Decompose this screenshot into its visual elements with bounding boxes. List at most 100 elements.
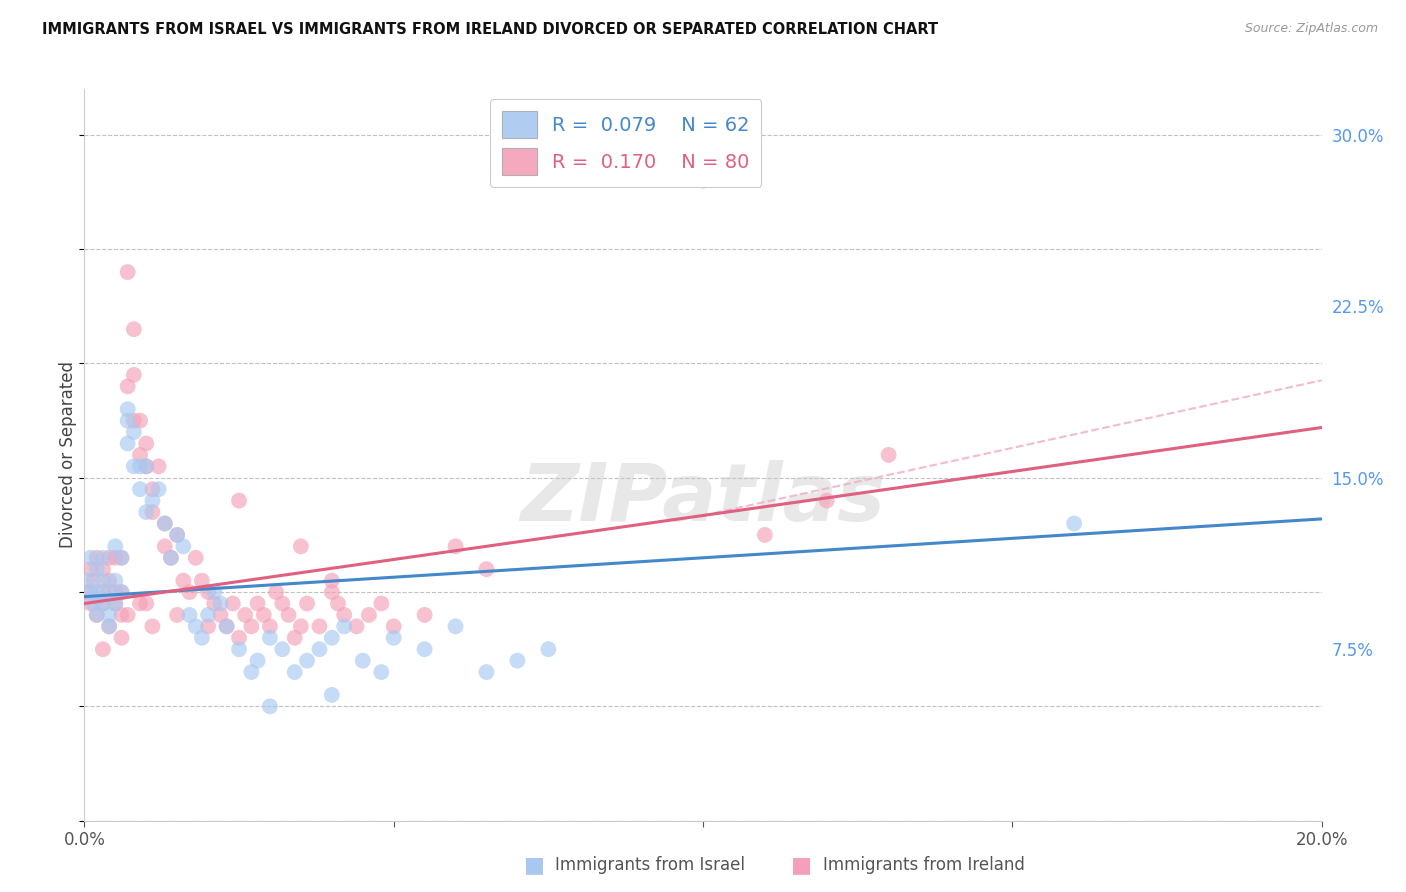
Point bbox=[104, 574, 127, 588]
Point bbox=[117, 414, 139, 428]
Legend: R =  0.079    N = 62, R =  0.170    N = 80: R = 0.079 N = 62, R = 0.170 N = 80 bbox=[491, 99, 762, 187]
Point bbox=[215, 619, 238, 633]
Point bbox=[444, 619, 467, 633]
Point bbox=[290, 539, 312, 553]
Point bbox=[141, 482, 163, 496]
Point bbox=[202, 597, 225, 611]
Point bbox=[104, 585, 127, 599]
Point bbox=[197, 619, 219, 633]
Point bbox=[135, 505, 157, 519]
Point bbox=[91, 585, 114, 599]
Point bbox=[475, 562, 498, 576]
Point bbox=[98, 585, 121, 599]
Point bbox=[444, 539, 467, 553]
Point bbox=[135, 459, 157, 474]
Point bbox=[148, 482, 170, 496]
Point bbox=[129, 482, 152, 496]
Point bbox=[104, 550, 127, 565]
Point bbox=[104, 597, 127, 611]
Point bbox=[122, 322, 145, 336]
Point bbox=[135, 459, 157, 474]
Text: ZIPatlas: ZIPatlas bbox=[520, 459, 886, 538]
Point bbox=[117, 265, 139, 279]
Text: IMMIGRANTS FROM ISRAEL VS IMMIGRANTS FROM IRELAND DIVORCED OR SEPARATED CORRELAT: IMMIGRANTS FROM ISRAEL VS IMMIGRANTS FRO… bbox=[42, 22, 938, 37]
Point bbox=[295, 597, 318, 611]
Point bbox=[215, 619, 238, 633]
Point bbox=[184, 619, 207, 633]
Point bbox=[122, 459, 145, 474]
Point bbox=[246, 654, 269, 668]
Point bbox=[117, 607, 139, 622]
Point bbox=[98, 619, 121, 633]
Point bbox=[86, 607, 108, 622]
Point bbox=[91, 597, 114, 611]
Point bbox=[506, 654, 529, 668]
Point bbox=[79, 597, 101, 611]
Point bbox=[209, 607, 232, 622]
Text: Source: ZipAtlas.com: Source: ZipAtlas.com bbox=[1244, 22, 1378, 36]
Point bbox=[284, 631, 307, 645]
Point bbox=[284, 665, 307, 679]
Point bbox=[413, 642, 436, 657]
Point bbox=[333, 619, 356, 633]
Point bbox=[228, 642, 250, 657]
Point bbox=[191, 631, 214, 645]
Point bbox=[160, 550, 183, 565]
Point bbox=[259, 699, 281, 714]
Text: ■: ■ bbox=[524, 855, 544, 875]
Point bbox=[86, 550, 108, 565]
Point bbox=[110, 585, 132, 599]
Text: Immigrants from Israel: Immigrants from Israel bbox=[555, 856, 745, 874]
Point bbox=[754, 528, 776, 542]
Point bbox=[692, 173, 714, 187]
Point bbox=[321, 631, 343, 645]
Point bbox=[346, 619, 368, 633]
Point bbox=[222, 597, 245, 611]
Point bbox=[271, 642, 294, 657]
Point bbox=[91, 574, 114, 588]
Point bbox=[91, 562, 114, 576]
Text: ■: ■ bbox=[792, 855, 811, 875]
Point bbox=[815, 493, 838, 508]
Point bbox=[240, 619, 263, 633]
Point bbox=[240, 665, 263, 679]
Point bbox=[197, 607, 219, 622]
Point bbox=[179, 585, 201, 599]
Point bbox=[153, 539, 176, 553]
Point bbox=[148, 459, 170, 474]
Point bbox=[91, 642, 114, 657]
Point bbox=[117, 379, 139, 393]
Point bbox=[308, 619, 330, 633]
Point bbox=[308, 642, 330, 657]
Point bbox=[253, 607, 276, 622]
Point bbox=[129, 448, 152, 462]
Point bbox=[104, 539, 127, 553]
Point bbox=[83, 597, 105, 611]
Point bbox=[86, 585, 108, 599]
Point bbox=[117, 436, 139, 450]
Point bbox=[79, 550, 101, 565]
Point bbox=[326, 597, 349, 611]
Point bbox=[110, 631, 132, 645]
Point bbox=[110, 585, 132, 599]
Point bbox=[413, 607, 436, 622]
Point bbox=[129, 459, 152, 474]
Point bbox=[166, 528, 188, 542]
Point bbox=[122, 425, 145, 439]
Point bbox=[110, 550, 132, 565]
Point bbox=[1063, 516, 1085, 531]
Point bbox=[122, 368, 145, 382]
Point bbox=[166, 528, 188, 542]
Point bbox=[295, 654, 318, 668]
Point bbox=[228, 631, 250, 645]
Point bbox=[160, 550, 183, 565]
Point bbox=[271, 597, 294, 611]
Point bbox=[259, 631, 281, 645]
Point bbox=[357, 607, 380, 622]
Point bbox=[79, 562, 101, 576]
Point bbox=[228, 493, 250, 508]
Point bbox=[122, 414, 145, 428]
Point bbox=[86, 607, 108, 622]
Point bbox=[98, 574, 121, 588]
Point bbox=[141, 493, 163, 508]
